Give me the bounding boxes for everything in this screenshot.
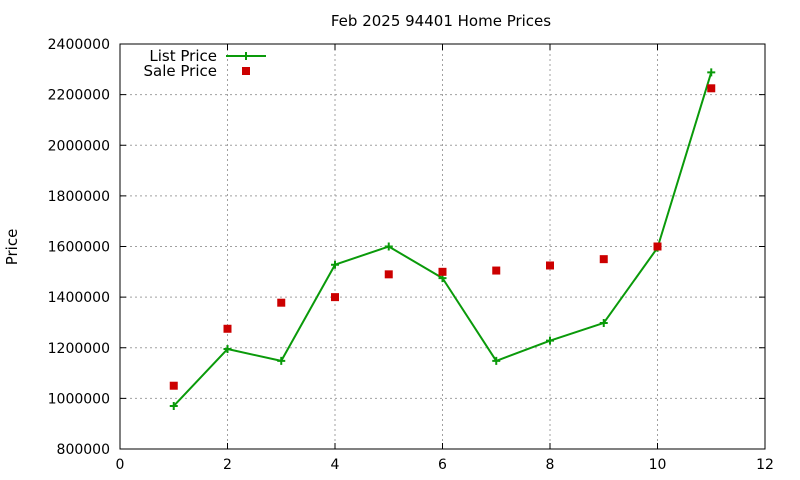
- y-tick-label: 1400000: [48, 290, 110, 306]
- y-tick-label: 800000: [57, 442, 110, 458]
- data-point-list-price: [546, 336, 554, 345]
- data-point-sale-price: [653, 242, 662, 251]
- x-tick-label: 6: [438, 457, 447, 473]
- data-point-sale-price: [331, 293, 339, 302]
- y-tick-label: 1600000: [48, 240, 110, 256]
- x-tick-label: 12: [756, 457, 774, 473]
- data-point-list-price: [707, 68, 716, 77]
- y-tick-label: 2200000: [48, 88, 110, 104]
- legend-label-list-price: List Price: [149, 47, 217, 65]
- x-tick-label: 2: [223, 457, 232, 473]
- data-point-sale-price: [707, 84, 716, 93]
- y-axis-label: Price: [3, 229, 21, 266]
- data-point-list-price: [169, 401, 178, 410]
- chart-title: Feb 2025 94401 Home Prices: [331, 12, 551, 30]
- legend-marker-sale-price: [242, 67, 250, 75]
- x-tick-label: 10: [649, 457, 667, 473]
- data-point-sale-price: [223, 324, 232, 333]
- y-tick-label: 2400000: [48, 37, 110, 53]
- x-tick-label: 0: [116, 457, 125, 473]
- axis-ticks: 0 2 4 6 8 10 12 800000 1000000 1200000 1400000 1600…: [48, 37, 774, 473]
- series-layer: [169, 68, 716, 410]
- data-point-list-price: [277, 356, 286, 365]
- y-tick-label: 2000000: [48, 138, 110, 154]
- y-tick-label: 1800000: [48, 189, 110, 205]
- legend: List Price Sale Price: [144, 47, 266, 80]
- data-point-sale-price: [438, 267, 447, 276]
- data-point-list-price: [492, 356, 501, 365]
- data-point-list-price: [384, 242, 393, 251]
- x-tick-label: 4: [331, 457, 340, 473]
- legend-label-sale-price: Sale Price: [144, 62, 217, 80]
- data-point-sale-price: [492, 266, 501, 275]
- y-tick-label: 1200000: [48, 341, 110, 357]
- data-point-sale-price: [384, 270, 393, 279]
- legend-marker-list-price: [242, 52, 250, 60]
- data-point-list-price: [599, 318, 608, 327]
- x-tick-label: 8: [546, 457, 555, 473]
- data-point-sale-price: [546, 261, 554, 270]
- data-point-list-price: [223, 345, 232, 354]
- data-point-sale-price: [277, 298, 286, 307]
- data-point-sale-price: [599, 255, 608, 264]
- grid: [120, 44, 765, 449]
- y-tick-label: 1000000: [48, 391, 110, 407]
- data-point-list-price: [331, 260, 339, 269]
- data-point-sale-price: [169, 381, 178, 390]
